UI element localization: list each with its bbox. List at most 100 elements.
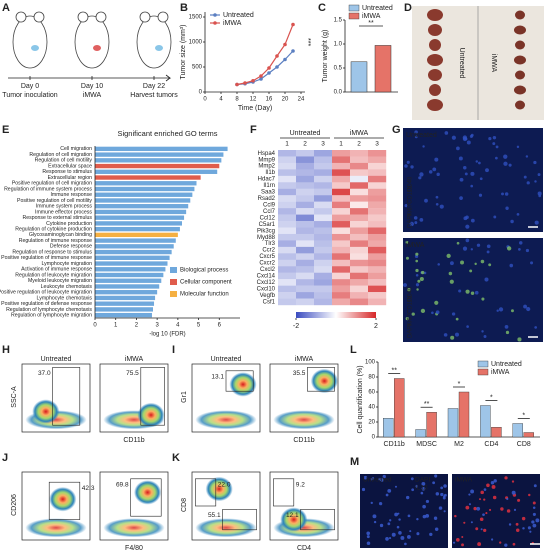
y-tick-label: 0	[199, 90, 203, 96]
cell	[511, 490, 516, 495]
legend-swatch	[477, 360, 489, 368]
cell	[492, 142, 496, 146]
category-label: Response to external stimulus	[23, 215, 93, 221]
cell	[421, 486, 426, 491]
bar	[95, 198, 191, 203]
bar	[512, 423, 523, 438]
cell	[428, 170, 433, 174]
cell	[529, 530, 532, 533]
cell	[483, 528, 487, 532]
heatmap-cell	[296, 227, 315, 235]
cell	[411, 312, 415, 316]
heatmap-cell	[278, 150, 297, 157]
heatmap-cell	[296, 285, 315, 293]
category-label: Leukocyte chemotaxis	[41, 284, 93, 290]
cell	[495, 156, 498, 160]
cell	[534, 326, 538, 329]
cell	[482, 513, 485, 517]
y-tick-label: 1.5	[334, 18, 343, 24]
cell	[525, 248, 530, 253]
heatmap-cell	[350, 195, 369, 202]
cell	[473, 506, 477, 511]
gate-percentage: 13.1	[211, 374, 224, 381]
cell	[361, 487, 366, 492]
gate	[48, 481, 81, 520]
cell	[410, 165, 414, 169]
gate	[273, 478, 295, 507]
cell	[464, 172, 468, 176]
cell	[363, 475, 368, 480]
cell	[503, 161, 508, 166]
tumor	[155, 45, 163, 51]
bar	[95, 192, 193, 197]
y-axis-label: SSC-A	[11, 386, 18, 408]
heatmap-cell	[314, 292, 333, 299]
cell	[421, 481, 426, 486]
bar	[95, 175, 201, 180]
heatmap-cell	[350, 253, 369, 260]
image-label: Untreated	[406, 132, 437, 139]
mouse-body	[74, 15, 110, 69]
gate	[130, 478, 162, 517]
density	[205, 476, 233, 502]
heatmap-cell	[314, 188, 333, 196]
micrograph	[360, 474, 448, 548]
heatmap-cell	[350, 279, 369, 286]
heatmap-cell	[296, 221, 315, 228]
cell	[370, 501, 373, 505]
heatmap-cell	[368, 188, 387, 196]
bar	[95, 204, 189, 209]
tumor	[429, 84, 441, 96]
cell	[419, 218, 424, 222]
row-label: Cxcr5	[259, 254, 275, 260]
column-label: 2	[303, 141, 307, 148]
y-tick-label: 80	[368, 375, 375, 381]
heatmap-cell	[278, 253, 297, 260]
cell	[479, 517, 484, 522]
heatmap-cell	[278, 169, 297, 177]
point	[259, 77, 263, 81]
cell	[465, 289, 470, 294]
heatmap-cell	[332, 292, 351, 299]
heatmap-cell	[368, 175, 387, 183]
bar	[491, 427, 502, 438]
heatmap-cell	[350, 208, 369, 215]
cell	[474, 290, 479, 295]
cell	[405, 240, 409, 244]
heatmap-cell	[278, 233, 297, 241]
heatmap-cell	[278, 208, 297, 215]
cell	[443, 484, 447, 488]
point	[291, 22, 295, 27]
cell	[468, 493, 471, 496]
heatmap-cell	[314, 162, 333, 170]
heatmap-cell	[278, 246, 297, 254]
cell	[443, 493, 447, 497]
bar	[394, 378, 405, 438]
gate-percentage: 69.8	[116, 482, 129, 489]
heatmap-cell	[314, 175, 333, 183]
heatmap-cell	[368, 169, 387, 177]
y-axis-label: Tumor size (mm³)	[180, 25, 187, 80]
bar	[383, 418, 394, 438]
heatmap-cell	[296, 150, 315, 157]
point	[235, 82, 239, 87]
image-label: iMWA	[406, 242, 425, 249]
tumor	[514, 55, 526, 65]
cell	[500, 507, 504, 511]
cell	[432, 481, 436, 485]
heatmap-cell	[296, 195, 315, 202]
heatmap-cell	[350, 182, 369, 189]
legend-label: Cellular component	[180, 280, 232, 286]
heatmap-cell	[296, 279, 315, 286]
heatmap-cell	[368, 240, 387, 248]
cell	[516, 145, 520, 149]
category-label: Myeloid leukocyte migration	[28, 278, 92, 284]
heatmap-cell	[278, 195, 297, 202]
cell	[461, 543, 464, 547]
cell	[488, 508, 492, 512]
y-axis-label: Cell quantification (%)	[357, 365, 364, 433]
cell	[446, 253, 451, 259]
point	[251, 78, 255, 83]
cell	[404, 164, 408, 168]
point	[275, 54, 279, 58]
